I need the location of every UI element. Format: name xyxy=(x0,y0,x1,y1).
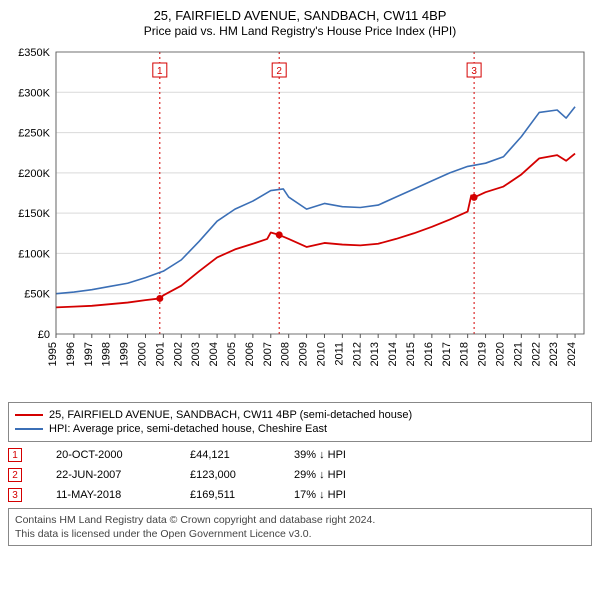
svg-text:2016: 2016 xyxy=(423,342,435,366)
sale-date: 20-OCT-2000 xyxy=(56,449,166,461)
svg-text:1997: 1997 xyxy=(83,342,95,366)
sale-date: 22-JUN-2007 xyxy=(56,469,166,481)
svg-text:2009: 2009 xyxy=(298,342,310,366)
sale-hpi-diff: 17% ↓ HPI xyxy=(294,489,384,501)
legend-box: 25, FAIRFIELD AVENUE, SANDBACH, CW11 4BP… xyxy=(8,402,592,442)
svg-text:£100K: £100K xyxy=(18,248,50,260)
svg-text:2001: 2001 xyxy=(154,342,166,366)
sale-row: 3 11-MAY-2018 £169,511 17% ↓ HPI xyxy=(8,488,592,502)
svg-text:1996: 1996 xyxy=(65,342,77,366)
legend-row: 25, FAIRFIELD AVENUE, SANDBACH, CW11 4BP… xyxy=(15,409,585,421)
price-chart: £0 £50K £100K £150K £200K £250K £300K £350K 1995… xyxy=(8,44,592,394)
svg-text:1: 1 xyxy=(157,66,163,77)
svg-text:2000: 2000 xyxy=(136,342,148,366)
legend-swatch xyxy=(15,428,43,430)
page-wrap: 25, FAIRFIELD AVENUE, SANDBACH, CW11 4BP… xyxy=(0,0,600,554)
svg-text:2023: 2023 xyxy=(548,342,560,366)
svg-text:£250K: £250K xyxy=(18,128,50,140)
svg-text:2020: 2020 xyxy=(494,342,506,366)
attribution-line-1: Contains HM Land Registry data © Crown c… xyxy=(15,513,585,527)
svg-text:£300K: £300K xyxy=(18,87,50,99)
svg-text:£200K: £200K xyxy=(18,168,50,180)
sale-price: £44,121 xyxy=(190,449,270,461)
svg-text:£50K: £50K xyxy=(24,289,50,301)
chart-title: 25, FAIRFIELD AVENUE, SANDBACH, CW11 4BP xyxy=(8,8,592,23)
svg-text:1995: 1995 xyxy=(47,342,59,366)
svg-text:2005: 2005 xyxy=(226,342,238,366)
svg-text:2: 2 xyxy=(276,66,282,77)
sale-marker-icon: 2 xyxy=(8,468,22,482)
sale-row: 2 22-JUN-2007 £123,000 29% ↓ HPI xyxy=(8,468,592,482)
legend-label: 25, FAIRFIELD AVENUE, SANDBACH, CW11 4BP… xyxy=(49,409,412,421)
svg-text:2004: 2004 xyxy=(208,342,220,366)
sales-table: 1 20-OCT-2000 £44,121 39% ↓ HPI 2 22-JUN-2007… xyxy=(8,448,592,502)
svg-text:£150K: £150K xyxy=(18,208,50,220)
svg-text:1999: 1999 xyxy=(119,342,131,366)
sale-marker-icon: 1 xyxy=(8,448,22,462)
chart-subtitle: Price paid vs. HM Land Registry's House … xyxy=(8,24,592,38)
svg-text:2018: 2018 xyxy=(459,342,471,366)
sale-hpi-diff: 39% ↓ HPI xyxy=(294,449,384,461)
svg-text:2013: 2013 xyxy=(369,342,381,366)
legend-row: HPI: Average price, semi-detached house,… xyxy=(15,423,585,435)
svg-text:3: 3 xyxy=(471,66,477,77)
legend-label: HPI: Average price, semi-detached house,… xyxy=(49,423,327,435)
svg-text:2021: 2021 xyxy=(512,342,524,366)
sale-price: £123,000 xyxy=(190,469,270,481)
svg-text:2011: 2011 xyxy=(333,342,345,366)
svg-text:2019: 2019 xyxy=(477,342,489,366)
svg-text:2010: 2010 xyxy=(315,342,327,366)
sale-marker-icon: 3 xyxy=(8,488,22,502)
attribution-line-2: This data is licensed under the Open Gov… xyxy=(15,527,585,541)
svg-text:2015: 2015 xyxy=(405,342,417,366)
chart-container: £0 £50K £100K £150K £200K £250K £300K £350K 1995… xyxy=(8,44,592,394)
attribution-box: Contains HM Land Registry data © Crown c… xyxy=(8,508,592,546)
legend-swatch xyxy=(15,414,43,416)
svg-text:£0: £0 xyxy=(38,329,50,341)
svg-text:2006: 2006 xyxy=(244,342,256,366)
svg-text:2014: 2014 xyxy=(387,342,399,366)
svg-text:2002: 2002 xyxy=(172,342,184,366)
svg-text:2024: 2024 xyxy=(566,342,578,366)
svg-text:2008: 2008 xyxy=(280,342,292,366)
svg-text:2003: 2003 xyxy=(190,342,202,366)
svg-text:2022: 2022 xyxy=(530,342,542,366)
svg-text:2007: 2007 xyxy=(262,342,274,366)
sale-price: £169,511 xyxy=(190,489,270,501)
svg-text:2017: 2017 xyxy=(441,342,453,366)
sale-hpi-diff: 29% ↓ HPI xyxy=(294,469,384,481)
svg-text:2012: 2012 xyxy=(351,342,363,366)
sale-date: 11-MAY-2018 xyxy=(56,489,166,501)
svg-text:£350K: £350K xyxy=(18,47,50,59)
sale-row: 1 20-OCT-2000 £44,121 39% ↓ HPI xyxy=(8,448,592,462)
svg-text:1998: 1998 xyxy=(101,342,113,366)
